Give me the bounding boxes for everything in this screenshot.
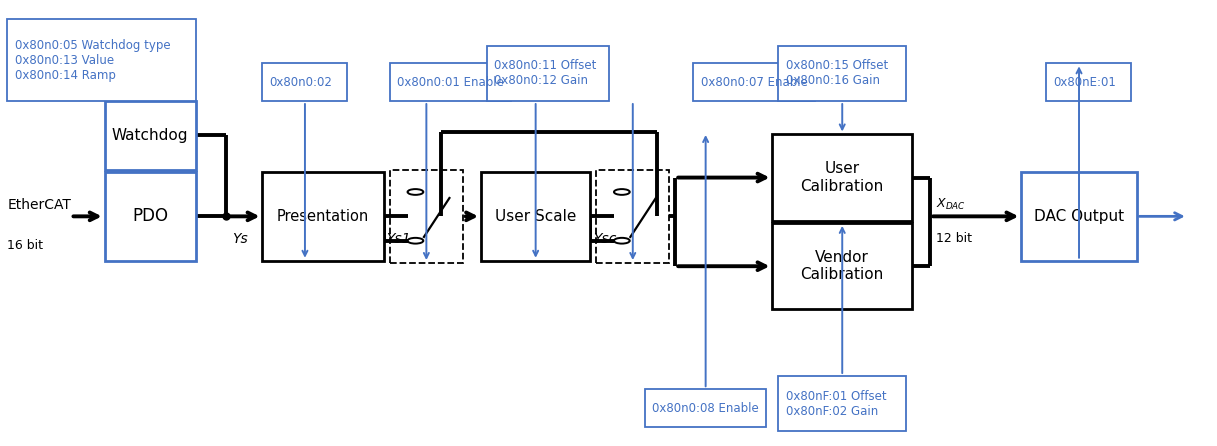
FancyBboxPatch shape: [1021, 172, 1137, 260]
FancyBboxPatch shape: [7, 19, 196, 101]
FancyBboxPatch shape: [481, 172, 590, 260]
FancyBboxPatch shape: [263, 172, 383, 260]
FancyBboxPatch shape: [389, 170, 462, 263]
FancyBboxPatch shape: [389, 63, 511, 101]
Text: User
Calibration: User Calibration: [801, 161, 884, 194]
Text: Ysc: Ysc: [593, 232, 616, 246]
Text: 0x80n0:05 Watchdog type
0x80n0:13 Value
0x80n0:14 Ramp: 0x80n0:05 Watchdog type 0x80n0:13 Value …: [15, 39, 170, 82]
Text: 0x80n0:11 Offset
0x80n0:12 Gain: 0x80n0:11 Offset 0x80n0:12 Gain: [494, 59, 596, 87]
FancyBboxPatch shape: [105, 101, 196, 170]
FancyBboxPatch shape: [779, 376, 905, 431]
FancyBboxPatch shape: [596, 170, 669, 263]
Text: 0x80nE:01: 0x80nE:01: [1053, 76, 1116, 89]
FancyBboxPatch shape: [105, 172, 196, 260]
FancyBboxPatch shape: [487, 45, 608, 101]
FancyBboxPatch shape: [773, 134, 912, 221]
FancyBboxPatch shape: [263, 63, 347, 101]
Text: Vendor
Calibration: Vendor Calibration: [801, 250, 884, 282]
Text: 0x80n0:15 Offset
0x80n0:16 Gain: 0x80n0:15 Offset 0x80n0:16 Gain: [786, 59, 888, 87]
Text: Ys1: Ys1: [386, 232, 411, 246]
Text: Watchdog: Watchdog: [112, 128, 189, 143]
Text: 0x80nF:01 Offset
0x80nF:02 Gain: 0x80nF:01 Offset 0x80nF:02 Gain: [786, 390, 886, 417]
Text: User Scale: User Scale: [495, 209, 577, 224]
Text: Presentation: Presentation: [277, 209, 369, 224]
Text: PDO: PDO: [133, 207, 168, 225]
Text: 0x80n0:07 Enable: 0x80n0:07 Enable: [701, 76, 808, 89]
FancyBboxPatch shape: [773, 223, 912, 310]
Text: DAC Output: DAC Output: [1034, 209, 1125, 224]
Text: 0x80n0:08 Enable: 0x80n0:08 Enable: [652, 401, 759, 414]
FancyBboxPatch shape: [645, 389, 767, 427]
Text: EtherCAT: EtherCAT: [7, 198, 72, 212]
FancyBboxPatch shape: [1045, 63, 1131, 101]
Text: $X_{DAC}$: $X_{DAC}$: [936, 197, 966, 212]
Text: 12 bit: 12 bit: [936, 232, 972, 245]
FancyBboxPatch shape: [779, 45, 905, 101]
Text: Ys: Ys: [232, 232, 248, 246]
FancyBboxPatch shape: [694, 63, 815, 101]
Text: 16 bit: 16 bit: [7, 239, 44, 252]
Text: 0x80n0:01 Enable: 0x80n0:01 Enable: [397, 76, 504, 89]
Text: 0x80n0:02: 0x80n0:02: [270, 76, 332, 89]
